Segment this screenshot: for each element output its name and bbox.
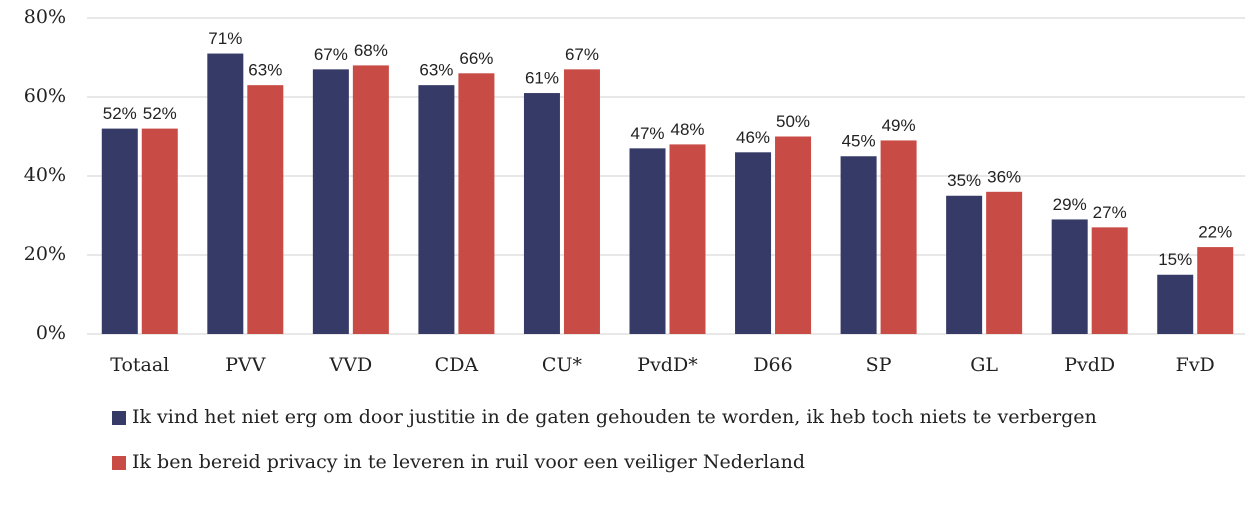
bar [418, 85, 455, 335]
bar [1157, 274, 1194, 334]
x-tick-label: GL [970, 354, 998, 376]
data-label: 45% [842, 132, 876, 151]
bar [352, 65, 389, 335]
data-label: 29% [1053, 195, 1087, 214]
bar [986, 191, 1023, 334]
bar [207, 53, 244, 335]
x-tick-label: VVD [329, 354, 373, 376]
data-label: 52% [103, 104, 137, 123]
legend-item: Ik ben bereid privacy in te leveren in r… [112, 449, 1112, 476]
x-tick-label: FvD [1176, 354, 1215, 376]
data-label: 22% [1198, 223, 1232, 242]
data-label: 67% [565, 45, 599, 64]
bar [840, 156, 877, 334]
x-tick-label: PvdD* [637, 354, 698, 376]
data-label: 67% [314, 45, 348, 64]
x-tick-label: Totaal [110, 354, 169, 376]
data-label: 36% [987, 167, 1021, 186]
chart: 0% 20% 40% 60% 80% Totaal 52% 52% PVV 71% 63% VVD 67… [24, 6, 1245, 376]
x-tick-label: SP [866, 354, 892, 376]
bar [523, 93, 560, 334]
bar [1051, 219, 1088, 334]
x-tick-label: CU* [542, 354, 583, 376]
data-label: 49% [882, 116, 916, 135]
bar [1197, 247, 1234, 334]
bar [141, 128, 178, 334]
x-tick-label: CDA [435, 354, 479, 376]
bar [669, 144, 706, 334]
y-tick-label: 0% [36, 322, 66, 344]
data-label: 47% [630, 124, 664, 143]
x-tick-label: D66 [753, 354, 792, 376]
data-label: 71% [208, 29, 242, 48]
data-label: 50% [776, 112, 810, 131]
y-tick-label: 20% [24, 243, 66, 265]
data-label: 35% [947, 171, 981, 190]
bar [247, 85, 284, 335]
x-tick-label: PvdD [1064, 354, 1115, 376]
bar [563, 69, 600, 334]
bar [458, 73, 495, 335]
bar [101, 128, 138, 334]
x-tick-label: PVV [225, 354, 266, 376]
y-tick-label: 80% [24, 6, 66, 28]
bar [775, 136, 812, 334]
data-label: 15% [1158, 250, 1192, 269]
y-tick-label: 40% [24, 164, 66, 186]
bar [629, 148, 666, 334]
legend-swatch [112, 456, 126, 470]
data-label: 68% [354, 41, 388, 60]
bar [880, 140, 917, 334]
bar [1091, 227, 1128, 334]
legend-label: Ik ben bereid privacy in te leveren in r… [132, 451, 805, 473]
legend-swatch [112, 411, 126, 425]
bar [946, 195, 983, 334]
bar [735, 152, 772, 334]
data-label: 52% [143, 104, 177, 123]
legend-item: Ik vind het niet erg om door justitie in… [112, 404, 1112, 431]
legend-label: Ik vind het niet erg om door justitie in… [132, 406, 1097, 428]
data-label: 63% [419, 61, 453, 80]
y-tick-label: 60% [24, 85, 66, 107]
data-label: 63% [248, 61, 282, 80]
legend: Ik vind het niet erg om door justitie in… [112, 404, 1112, 494]
data-label: 66% [459, 49, 493, 68]
data-label: 48% [670, 120, 704, 139]
bar [312, 69, 349, 334]
data-label: 46% [736, 128, 770, 147]
data-label: 27% [1093, 203, 1127, 222]
data-label: 61% [525, 69, 559, 88]
